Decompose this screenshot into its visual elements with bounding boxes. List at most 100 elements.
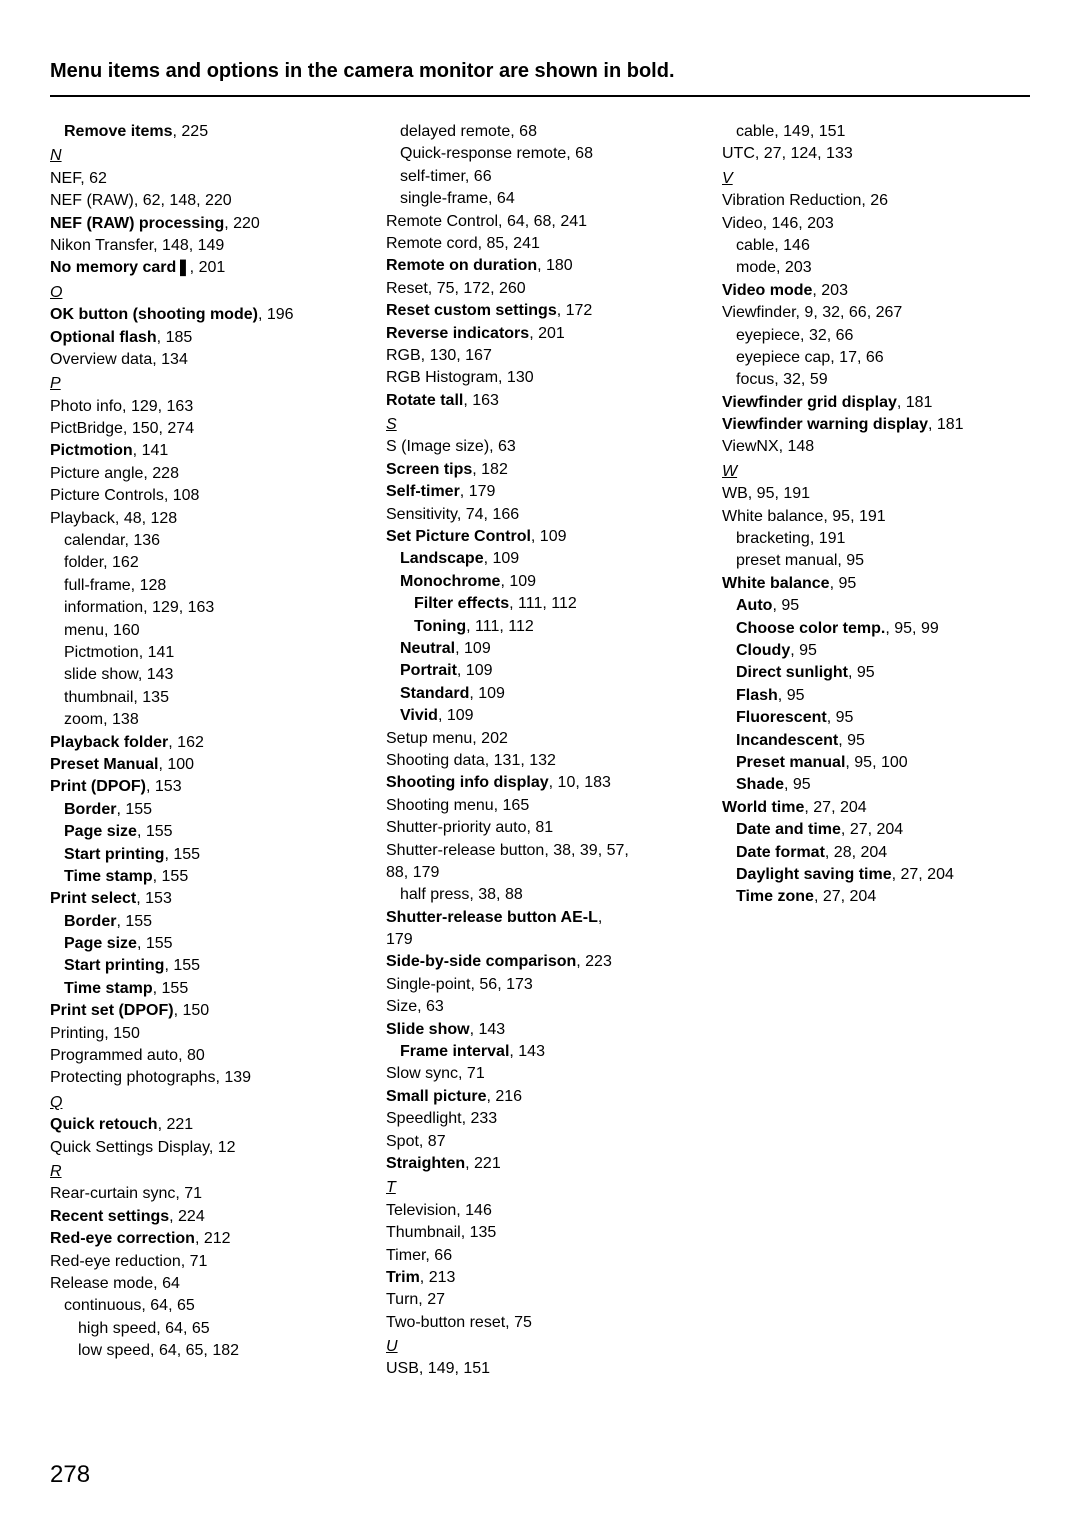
index-entry: preset manual, 95 xyxy=(722,550,1030,572)
index-entry: Video, 146, 203 xyxy=(722,213,1030,235)
index-term: eyepiece cap, 17, 66 xyxy=(736,349,884,366)
index-entry: eyepiece cap, 17, 66 xyxy=(722,347,1030,369)
index-term: eyepiece, 32, 66 xyxy=(736,327,853,344)
index-term: Viewfinder grid display xyxy=(722,394,897,411)
index-pages: , 109 xyxy=(438,707,474,724)
index-term: Choose color temp. xyxy=(736,620,885,637)
index-entry: Landscape, 109 xyxy=(386,548,694,570)
index-pages: , 95 xyxy=(838,732,865,749)
index-pages: , 155 xyxy=(116,913,152,930)
index-entry: Speedlight, 233 xyxy=(386,1108,694,1130)
index-pages: , 150 xyxy=(174,1002,210,1019)
index-entry: self-timer, 66 xyxy=(386,166,694,188)
index-entry: continuous, 64, 65 xyxy=(50,1295,358,1317)
index-entry: focus, 32, 59 xyxy=(722,369,1030,391)
index-entry: Playback, 48, 128 xyxy=(50,508,358,530)
index-entry: Playback folder, 162 xyxy=(50,732,358,754)
index-term: Side-by-side comparison xyxy=(386,953,576,970)
column-3: cable, 149, 151UTC, 27, 124, 133VVibrati… xyxy=(722,121,1030,1381)
page-number: 278 xyxy=(50,1461,90,1489)
index-pages: , 201 xyxy=(190,259,226,276)
index-term: Incandescent xyxy=(736,732,838,749)
index-term: single-frame, 64 xyxy=(400,190,515,207)
index-entry: RGB, 130, 167 xyxy=(386,345,694,367)
index-pages: , 95, 99 xyxy=(885,620,938,637)
index-pages: , 95 xyxy=(827,709,854,726)
index-term: Vibration Reduction, 26 xyxy=(722,192,888,209)
index-term: Spot, 87 xyxy=(386,1133,446,1150)
index-term: No memory card❚ xyxy=(50,259,190,276)
index-entry: Preset Manual, 100 xyxy=(50,754,358,776)
index-term: Shutter-release button, 38, 39, 57, xyxy=(386,842,629,859)
index-term: Start printing xyxy=(64,957,164,974)
index-entry: Side-by-side comparison, 223 xyxy=(386,951,694,973)
index-term: Slow sync, 71 xyxy=(386,1065,485,1082)
index-term: Print select xyxy=(50,890,136,907)
index-term: Page size xyxy=(64,823,137,840)
index-pages: , 182 xyxy=(472,461,508,478)
index-term: Shutter-priority auto, 81 xyxy=(386,819,553,836)
index-entry: Slow sync, 71 xyxy=(386,1063,694,1085)
index-term: 88, 179 xyxy=(386,864,439,881)
index-pages: , 221 xyxy=(465,1155,501,1172)
index-term: thumbnail, 135 xyxy=(64,689,169,706)
index-pages: , 155 xyxy=(164,957,200,974)
index-entry: Neutral, 109 xyxy=(386,638,694,660)
index-term: zoom, 138 xyxy=(64,711,139,728)
index-term: focus, 32, 59 xyxy=(736,371,828,388)
index-entry: high speed, 64, 65 xyxy=(50,1318,358,1340)
index-entry: Picture angle, 228 xyxy=(50,463,358,485)
index-pages: , 155 xyxy=(164,846,200,863)
index-term: Page size xyxy=(64,935,137,952)
index-term: Two-button reset, 75 xyxy=(386,1314,532,1331)
index-term: Screen tips xyxy=(386,461,472,478)
index-term: Time zone xyxy=(736,888,814,905)
index-entry: Start printing, 155 xyxy=(50,844,358,866)
index-term: Programmed auto, 80 xyxy=(50,1047,205,1064)
index-pages: , 109 xyxy=(500,573,536,590)
index-entry: Monochrome, 109 xyxy=(386,571,694,593)
index-pages: , 153 xyxy=(146,778,182,795)
index-term: Border xyxy=(64,801,116,818)
index-entry: Print (DPOF), 153 xyxy=(50,776,358,798)
index-term: Flash xyxy=(736,687,778,704)
index-term: Printing, 150 xyxy=(50,1025,140,1042)
index-entry: PictBridge, 150, 274 xyxy=(50,418,358,440)
index-term: cable, 149, 151 xyxy=(736,123,845,140)
index-pages: , 95 xyxy=(772,597,799,614)
index-term: Picture angle, 228 xyxy=(50,465,179,482)
index-term: Red-eye correction xyxy=(50,1230,195,1247)
index-pages: , 180 xyxy=(537,257,573,274)
index-entry: Choose color temp., 95, 99 xyxy=(722,618,1030,640)
index-entry: Slide show, 143 xyxy=(386,1019,694,1041)
index-entry: Page size, 155 xyxy=(50,933,358,955)
index-pages: , 220 xyxy=(224,215,260,232)
section-letter: Q xyxy=(50,1092,358,1114)
index-pages: , 100 xyxy=(158,756,194,773)
index-term: RGB Histogram, 130 xyxy=(386,369,534,386)
index-entry: 88, 179 xyxy=(386,862,694,884)
index-pages: , 27, 204 xyxy=(814,888,876,905)
index-entry: Shade, 95 xyxy=(722,774,1030,796)
index-entry: Viewfinder grid display, 181 xyxy=(722,392,1030,414)
index-pages: , 27, 204 xyxy=(804,799,866,816)
index-pages: , 109 xyxy=(484,550,520,567)
index-pages: , 162 xyxy=(168,734,204,751)
index-pages: , 181 xyxy=(897,394,933,411)
index-entry: Incandescent, 95 xyxy=(722,730,1030,752)
index-entry: Direct sunlight, 95 xyxy=(722,662,1030,684)
index-entry: NEF, 62 xyxy=(50,168,358,190)
index-term: Cloudy xyxy=(736,642,790,659)
index-entry: Small picture, 216 xyxy=(386,1086,694,1108)
index-term: Quick retouch xyxy=(50,1116,158,1133)
index-pages: , 196 xyxy=(258,306,294,323)
index-term: Shade xyxy=(736,776,784,793)
index-entry: Spot, 87 xyxy=(386,1131,694,1153)
index-entry: Rear-curtain sync, 71 xyxy=(50,1183,358,1205)
index-entry: Programmed auto, 80 xyxy=(50,1045,358,1067)
index-entry: folder, 162 xyxy=(50,552,358,574)
index-term: Playback folder xyxy=(50,734,168,751)
index-entry: Protecting photographs, 139 xyxy=(50,1067,358,1089)
index-entry: Single-point, 56, 173 xyxy=(386,974,694,996)
index-entry: Shooting info display, 10, 183 xyxy=(386,772,694,794)
